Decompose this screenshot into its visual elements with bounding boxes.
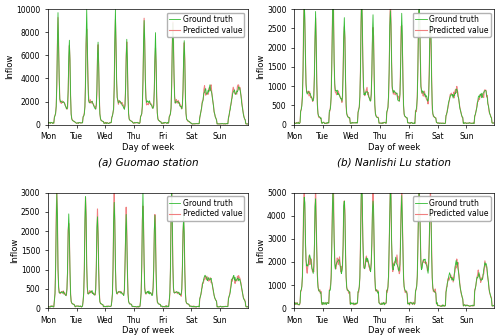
Legend: Ground truth, Predicted value: Ground truth, Predicted value (413, 13, 490, 37)
Ground truth (352, 121, 358, 125)
Text: (b) Nanlishi Lu station: (b) Nanlishi Lu station (338, 157, 452, 167)
Predicted value (158, 304, 164, 308)
X-axis label: Day of week: Day of week (122, 143, 174, 152)
Predicted value (89, 291, 95, 295)
Predicted value (190, 122, 196, 126)
Y-axis label: Inflow: Inflow (256, 54, 266, 79)
Ground truth (294, 121, 300, 125)
Predicted value (105, 122, 111, 126)
Predicted value (324, 122, 330, 126)
Predicted value (404, 121, 410, 125)
Predicted value (351, 303, 357, 307)
Predicted value (291, 121, 297, 125)
Line: Predicted value: Predicted value (48, 17, 248, 124)
Predicted value (245, 122, 251, 126)
Predicted value (90, 102, 96, 106)
Predicted value (294, 302, 300, 306)
Predicted value (336, 263, 342, 267)
Predicted value (210, 100, 216, 104)
Predicted value (45, 121, 51, 125)
Predicted value (456, 270, 462, 274)
Ground truth (45, 305, 51, 309)
Ground truth (336, 93, 342, 97)
Ground truth (245, 122, 251, 126)
Predicted value (212, 297, 218, 301)
Ground truth (291, 121, 297, 125)
Line: Ground truth: Ground truth (294, 0, 494, 124)
Ground truth (456, 277, 462, 281)
Ground truth (190, 122, 196, 126)
Ground truth (458, 293, 464, 297)
Ground truth (168, 185, 174, 189)
Predicted value (352, 121, 358, 125)
Ground truth (105, 122, 111, 126)
Legend: Ground truth, Predicted value: Ground truth, Predicted value (166, 13, 244, 37)
Ground truth (193, 305, 199, 309)
Ground truth (47, 305, 53, 309)
Ground truth (458, 113, 464, 117)
Ground truth (158, 120, 164, 124)
Ground truth (294, 302, 300, 306)
Line: Ground truth: Ground truth (48, 187, 248, 307)
Predicted value (47, 121, 53, 125)
X-axis label: Day of week: Day of week (368, 326, 420, 335)
Line: Ground truth: Ground truth (48, 9, 248, 124)
Ground truth (45, 121, 51, 125)
Y-axis label: Inflow: Inflow (10, 238, 20, 263)
Ground truth (210, 286, 216, 290)
Predicted value (47, 305, 53, 309)
X-axis label: Day of week: Day of week (368, 143, 420, 152)
Predicted value (136, 305, 141, 309)
Ground truth (291, 302, 297, 306)
Line: Ground truth: Ground truth (294, 184, 494, 307)
Predicted value (404, 291, 410, 295)
Line: Predicted value: Predicted value (48, 188, 248, 307)
Ground truth (439, 305, 445, 309)
Ground truth (456, 100, 462, 104)
Ground truth (89, 288, 95, 292)
Predicted value (158, 120, 164, 124)
Ground truth (404, 292, 410, 296)
Predicted value (456, 101, 462, 105)
Predicted value (111, 186, 117, 190)
Ground truth (84, 7, 89, 11)
Predicted value (45, 305, 51, 309)
Predicted value (294, 121, 300, 125)
Predicted value (210, 286, 216, 290)
Ground truth (212, 297, 218, 301)
Legend: Ground truth, Predicted value: Ground truth, Predicted value (166, 196, 244, 220)
Predicted value (104, 304, 110, 308)
Ground truth (104, 304, 110, 308)
Y-axis label: Inflow: Inflow (256, 238, 266, 263)
X-axis label: Day of week: Day of week (122, 326, 174, 335)
Line: Predicted value: Predicted value (294, 175, 494, 307)
Ground truth (358, 182, 364, 186)
Predicted value (458, 113, 464, 117)
Ground truth (351, 303, 357, 307)
Legend: Ground truth, Predicted value: Ground truth, Predicted value (413, 196, 490, 220)
Predicted value (492, 122, 498, 126)
Line: Predicted value: Predicted value (294, 0, 494, 124)
Predicted value (336, 92, 342, 96)
Predicted value (291, 303, 297, 307)
Predicted value (212, 115, 218, 119)
Predicted value (55, 15, 61, 19)
Text: (a) Guomao station: (a) Guomao station (98, 157, 198, 167)
Ground truth (90, 101, 96, 105)
Predicted value (245, 305, 251, 309)
Ground truth (404, 116, 410, 120)
Ground truth (158, 302, 164, 306)
Predicted value (458, 291, 464, 295)
Ground truth (492, 121, 498, 125)
Ground truth (245, 305, 251, 309)
Predicted value (358, 173, 364, 177)
Ground truth (212, 115, 218, 119)
Ground truth (210, 99, 216, 103)
Ground truth (47, 122, 53, 126)
Y-axis label: Inflow: Inflow (6, 54, 15, 79)
Ground truth (296, 122, 302, 126)
Ground truth (336, 259, 342, 263)
Predicted value (492, 305, 498, 309)
Ground truth (492, 304, 498, 308)
